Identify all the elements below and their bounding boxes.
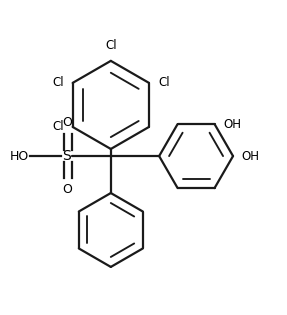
Text: Cl: Cl xyxy=(52,77,63,89)
Text: Cl: Cl xyxy=(158,77,170,89)
Text: O: O xyxy=(63,183,73,196)
Text: OH: OH xyxy=(242,150,259,163)
Text: O: O xyxy=(63,116,73,129)
Text: S: S xyxy=(62,149,71,163)
Text: HO: HO xyxy=(10,150,29,163)
Text: OH: OH xyxy=(223,117,241,131)
Text: Cl: Cl xyxy=(105,39,117,52)
Text: Cl: Cl xyxy=(52,120,63,134)
